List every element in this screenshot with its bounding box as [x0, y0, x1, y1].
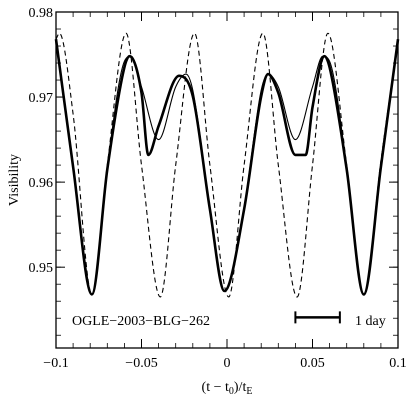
axis-ticks	[55, 11, 399, 348]
y-tick-label: 0.98	[29, 6, 54, 21]
series-dashed-line	[55, 32, 399, 298]
scale-bar-label: 1 day	[355, 314, 386, 329]
x-axis-label: (t − t0)/tE	[202, 380, 253, 397]
y-tick-label: 0.96	[29, 176, 54, 191]
series-layer	[54, 32, 400, 298]
y-axis-label: Visibility	[7, 154, 22, 206]
tick-labels: −0.1 −0.05 0 0.05 0.1 0.95 0.96 0.97 0.98	[29, 6, 407, 371]
x-tick-label: −0.1	[43, 356, 68, 371]
annotation-label: OGLE−2003−BLG−262	[72, 314, 210, 329]
x-tick-label: 0.1	[389, 356, 407, 371]
x-tick-label: −0.05	[125, 356, 157, 371]
y-tick-label: 0.97	[29, 91, 54, 106]
y-tick-label: 0.95	[29, 261, 54, 276]
x-tick-label: 0	[224, 356, 231, 371]
series-thin-solid-line	[55, 39, 399, 295]
x-tick-label: 0.05	[300, 356, 325, 371]
plot-frame	[55, 11, 399, 349]
